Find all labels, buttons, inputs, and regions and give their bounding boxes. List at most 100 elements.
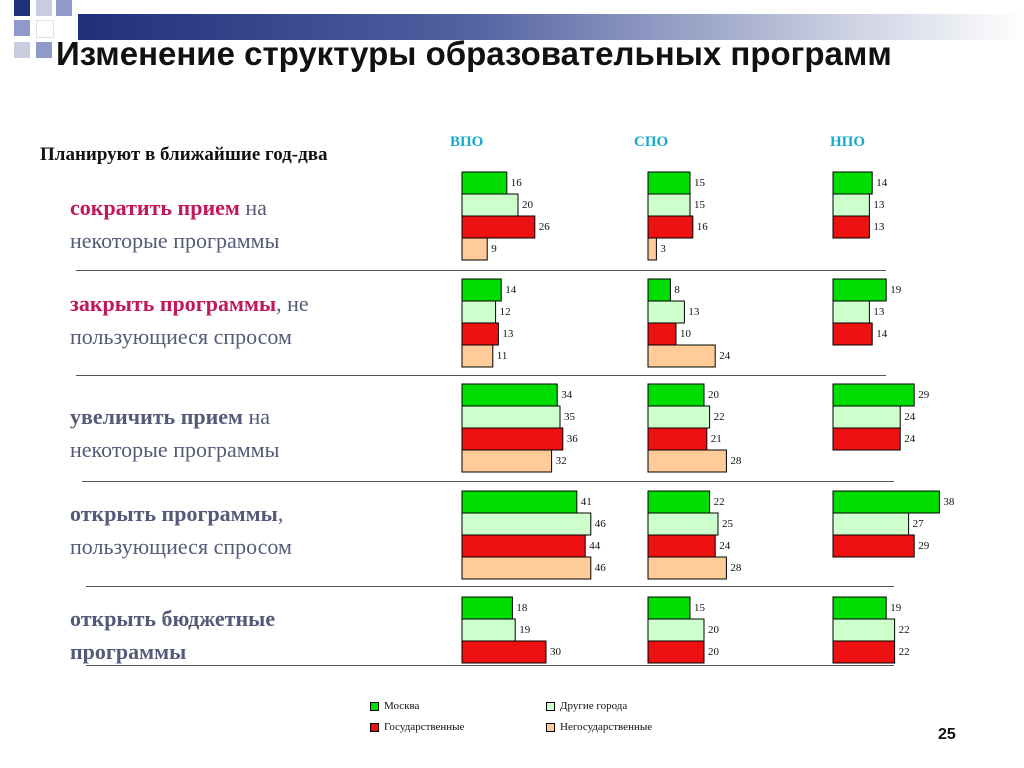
- bar-vpo-group5-series1: [461, 596, 513, 620]
- bar-npo-group3-series3: [832, 427, 901, 451]
- data-label: 38: [943, 496, 955, 508]
- data-label: 30: [550, 646, 562, 658]
- title-bar-decoration: [78, 14, 1024, 40]
- column-header-npo: НПО: [830, 134, 866, 150]
- data-label: 22: [714, 496, 725, 508]
- row-label-rest: , не: [276, 291, 309, 316]
- column-header-spo: СПО: [634, 134, 669, 150]
- bar-spo-group2-series4: [647, 344, 716, 368]
- data-label: 34: [561, 389, 573, 401]
- chart-legend: Москва Другие города Государственные Нег…: [370, 700, 730, 740]
- data-label: 13: [873, 306, 885, 318]
- bar-spo-group1-series3: [647, 215, 694, 239]
- row-label-reduce-intake: сократить прием на некоторые программы: [70, 191, 279, 257]
- data-label: 3: [660, 243, 666, 255]
- data-label: 15: [694, 177, 706, 189]
- legend-swatch: [546, 701, 555, 711]
- row-label-line2: некоторые программы: [70, 228, 280, 253]
- data-label: 28: [730, 455, 742, 467]
- data-label: 19: [890, 602, 902, 614]
- bar-vpo-group1-series4: [461, 237, 488, 261]
- row-divider: [82, 481, 894, 482]
- bar-spo-group5-series1: [647, 596, 691, 620]
- bar-vpo-group1-series2: [461, 193, 519, 217]
- bar-vpo-group1-series3: [461, 215, 536, 239]
- data-label: 44: [589, 540, 601, 552]
- data-label: 21: [711, 433, 722, 445]
- bar-spo-group2-series2: [647, 300, 685, 324]
- data-label: 41: [581, 496, 592, 508]
- data-label: 24: [719, 540, 731, 552]
- bar-npo-group2-series2: [832, 300, 870, 324]
- row-label-bold: сократить прием: [70, 195, 240, 220]
- legend-item-moscow: Москва: [370, 700, 419, 712]
- bar-vpo-group3-series2: [461, 405, 561, 429]
- row-divider: [86, 586, 894, 587]
- data-label: 14: [876, 177, 888, 189]
- data-label: 26: [539, 221, 551, 233]
- bar-vpo-group3-series3: [461, 427, 564, 451]
- data-label: 32: [556, 455, 567, 467]
- data-label: 22: [899, 646, 910, 658]
- data-label: 13: [502, 328, 514, 340]
- bar-vpo-group4-series2: [461, 512, 592, 536]
- bar-npo-group2-series3: [832, 322, 873, 346]
- bar-npo-group4-series3: [832, 534, 915, 558]
- data-label: 28: [730, 562, 742, 574]
- row-label-bold: открыть программы: [70, 501, 278, 526]
- bar-spo-group4-series4: [647, 556, 727, 580]
- bar-spo-group2-series3: [647, 322, 677, 346]
- page-number: 25: [938, 726, 956, 743]
- bar-vpo-group5-series3: [461, 640, 547, 664]
- row-divider: [76, 375, 886, 376]
- bar-vpo-group4-series3: [461, 534, 586, 558]
- slide-subtitle: Планируют в ближайшие год-два: [40, 144, 328, 165]
- bar-npo-group1-series2: [832, 193, 870, 217]
- data-label: 10: [680, 328, 692, 340]
- bar-npo-group2-series1: [832, 278, 887, 302]
- data-label: 20: [708, 389, 720, 401]
- row-label-line2: программы: [70, 639, 187, 664]
- bar-npo-group3-series2: [832, 405, 901, 429]
- slide-title: Изменение структуры образовательных прог…: [56, 35, 892, 72]
- bar-spo-group4-series3: [647, 534, 716, 558]
- bar-vpo-group2-series2: [461, 300, 497, 324]
- column-header-vpo: ВПО: [450, 134, 484, 150]
- bar-vpo-group2-series1: [461, 278, 502, 302]
- bar-spo-group4-series1: [647, 490, 711, 514]
- row-label-line2: некоторые программы: [70, 437, 280, 462]
- data-label: 29: [918, 389, 930, 401]
- bar-vpo-group3-series4: [461, 449, 553, 473]
- bar-spo-group3-series1: [647, 383, 705, 407]
- corner-decoration: [0, 0, 80, 64]
- bar-vpo-group4-series4: [461, 556, 592, 580]
- data-label: 24: [904, 411, 916, 423]
- legend-swatch: [370, 701, 379, 711]
- bar-npo-group3-series1: [832, 383, 915, 407]
- data-label: 12: [500, 306, 511, 318]
- data-label: 36: [567, 433, 579, 445]
- row-label-rest: на: [243, 404, 271, 429]
- data-label: 24: [719, 350, 731, 362]
- row-label-bold: открыть бюджетные: [70, 606, 276, 631]
- data-label: 13: [688, 306, 700, 318]
- row-label-open-programs: открыть программы, пользующиеся спросом: [70, 497, 292, 563]
- data-label: 22: [899, 624, 910, 636]
- bar-npo-group1-series1: [832, 171, 873, 195]
- bar-spo-group5-series3: [647, 640, 705, 664]
- legend-label: Негосударственные: [560, 721, 653, 733]
- data-label: 13: [873, 199, 885, 211]
- bar-spo-group4-series2: [647, 512, 719, 536]
- bar-spo-group1-series4: [647, 237, 657, 261]
- data-label: 15: [694, 199, 706, 211]
- data-label: 27: [913, 518, 925, 530]
- row-divider: [76, 270, 886, 271]
- row-label-rest: на: [239, 195, 267, 220]
- legend-item-nonstate: Негосударственные: [546, 721, 652, 733]
- data-label: 29: [918, 540, 930, 552]
- data-label: 16: [697, 221, 709, 233]
- data-label: 13: [873, 221, 885, 233]
- row-label-open-budget-programs: открыть бюджетные программы: [70, 602, 275, 668]
- row-divider: [86, 665, 894, 666]
